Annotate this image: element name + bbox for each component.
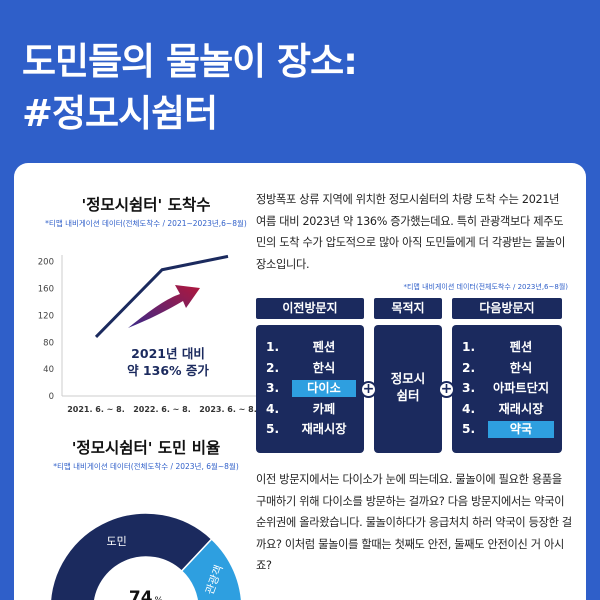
right-column: 정방폭포 상류 지역에 위치한 정모시쉼터의 차량 도착 수는 2021년 여름…: [256, 163, 572, 600]
annotation-line2: 약 136% 증가: [127, 363, 209, 378]
hero-title-line1: 도민들의 물놀이 장소:: [22, 40, 358, 83]
list-item: 4. 재래시장: [462, 401, 544, 416]
destination-box: 정모시 쉼터: [374, 325, 442, 453]
list-item-highlight: 5. 약국: [462, 419, 562, 440]
content-card: '정모시쉼터' 도착수 *티맵 내비게이션 데이터(전체도착수 / 2021~2…: [14, 163, 586, 600]
svg-text:74%: 74%: [129, 588, 164, 600]
list-item: 1. 펜션: [266, 340, 336, 354]
arrivals-note: *티맵 내비게이션 데이터(전체도착수 / 2021~2023년,6~8월): [45, 219, 247, 228]
list-item: 5. 재래시장: [266, 422, 347, 436]
hero-title: 도민들의 물놀이 장소: #정모시쉼터: [22, 36, 358, 140]
list-item: 2. 한식: [462, 360, 533, 375]
donut-center-unit: %: [155, 596, 164, 600]
x-tick-label: 2022. 6. ~ 8.: [133, 405, 191, 414]
ratio-note: *티맵 내비게이션 데이터(전체도착수 / 2023년, 6월~8월): [53, 462, 239, 471]
y-tick-label: 160: [38, 285, 54, 295]
y-tick-label: 200: [38, 258, 54, 268]
y-tick-label: 40: [43, 365, 54, 375]
arrivals-title: '정모시쉼터' 도착수: [81, 196, 211, 214]
list-item: 2. 한식: [266, 360, 336, 375]
y-tick-label: 0: [49, 392, 54, 402]
intro-paragraph: 정방폭포 상류 지역에 위치한 정모시쉼터의 차량 도착 수는 2021년 여름…: [256, 193, 566, 271]
flow-note: *티맵 내비게이션 데이터(전체도착수 / 2023년,6~8월): [403, 283, 568, 291]
destination-header: 목적지: [374, 298, 442, 319]
y-tick-label: 80: [43, 338, 54, 348]
prev-visit-box: 1. 펜션 2. 한식 3. 다이소 4. 카페 5. 재래시장: [256, 325, 364, 453]
arrivals-header: '정모시쉼터' 도착수 *티맵 내비게이션 데이터(전체도착수 / 2021~2…: [28, 193, 264, 229]
list-item-highlight: 3. 다이소: [266, 378, 364, 399]
arrivals-line-chart: 0 40 80 120 160 200 2021. 6. ~ 8. 2022. 6. ~ 8…: [38, 254, 260, 414]
analysis-paragraph: 이전 방문지에서는 다이소가 눈에 띄는데요. 물놀이에 필요한 용품을 구매하…: [256, 473, 572, 572]
destination-line1: 정모시: [390, 371, 426, 386]
plus-icon: +: [438, 381, 455, 398]
donut-center-value: 74: [129, 588, 153, 600]
donut-slice-label: 도민: [106, 535, 126, 548]
arrivals-series-line: [94, 254, 229, 338]
next-visit-header: 다음방문지: [452, 298, 562, 319]
next-visit-box: 1. 펜션 2. 한식 3. 아파트단지 4. 재래시장 5. 약국: [452, 325, 562, 453]
list-item: 3. 아파트단지: [462, 381, 550, 395]
next-visit-list: 1. 펜션 2. 한식 3. 아파트단지 4. 재래시장 5. 약국: [452, 325, 562, 440]
annotation-line1: 2021년 대비: [131, 346, 205, 361]
ratio-header: '정모시쉼터' 도민 비율 *티맵 내비게이션 데이터(전체도착수 / 2023…: [28, 436, 264, 472]
y-tick-label: 120: [38, 311, 54, 321]
left-column: '정모시쉼터' 도착수 *티맵 내비게이션 데이터(전체도착수 / 2021~2…: [28, 163, 260, 600]
plus-icon: +: [360, 381, 377, 398]
list-item: 1. 펜션: [462, 340, 533, 354]
list-item: 4. 카페: [266, 401, 336, 416]
x-tick-label: 2021. 6. ~ 8.: [67, 405, 125, 414]
hero-title-line2: #정모시쉼터: [22, 92, 218, 135]
prev-visit-header: 이전방문지: [256, 298, 364, 319]
donut-slice: [180, 537, 243, 600]
ratio-title: '정모시쉼터' 도민 비율: [71, 439, 221, 457]
donut-slice: [49, 512, 213, 600]
prev-visit-list: 1. 펜션 2. 한식 3. 다이소 4. 카페 5. 재래시장: [256, 325, 364, 440]
destination-line2: 쉼터: [396, 388, 420, 403]
increase-arrow-icon: [128, 285, 200, 328]
x-tick-label: 2023. 6. ~ 8.: [199, 405, 257, 414]
